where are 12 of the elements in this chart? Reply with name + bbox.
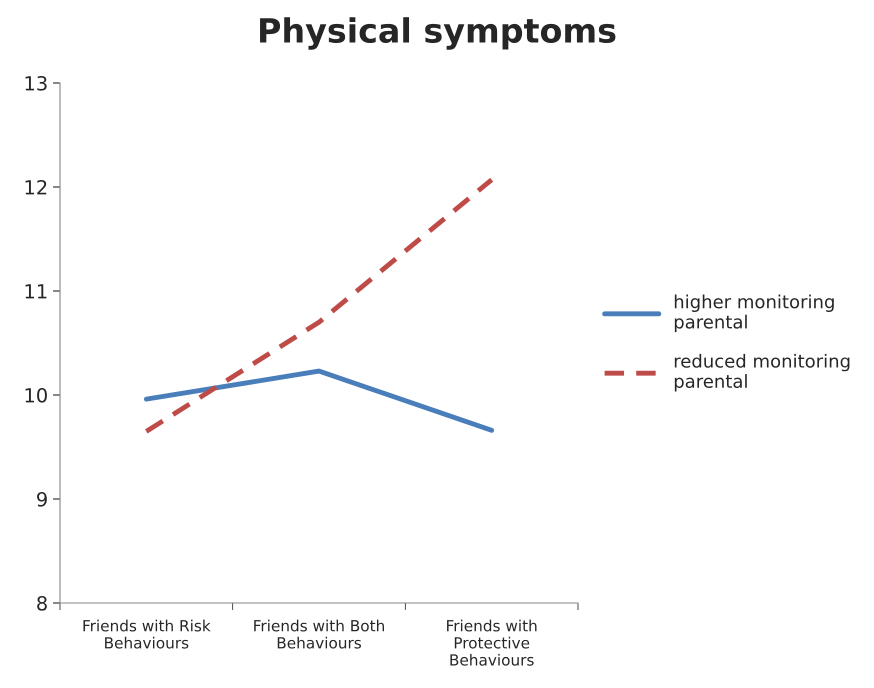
x-tick-label: Friends with Both Behaviours: [254, 620, 384, 649]
x-tick-label: Friends with Protective Behaviours: [447, 620, 536, 666]
chart-title: Physical symptoms: [260, 17, 616, 50]
y-tick-label: 9: [37, 492, 47, 507]
y-tick-label: 11: [26, 284, 46, 298]
legend-label: higher monitoring parental: [674, 294, 834, 332]
y-tick-label: 12: [26, 180, 46, 194]
x-tick-label: Friends with Risk Behaviours: [83, 620, 211, 649]
legend-label: reduced monitoring parental: [674, 354, 850, 392]
y-tick-label: 8: [37, 596, 47, 611]
y-tick-label: 13: [26, 76, 47, 91]
y-tick-label: 10: [26, 388, 47, 403]
